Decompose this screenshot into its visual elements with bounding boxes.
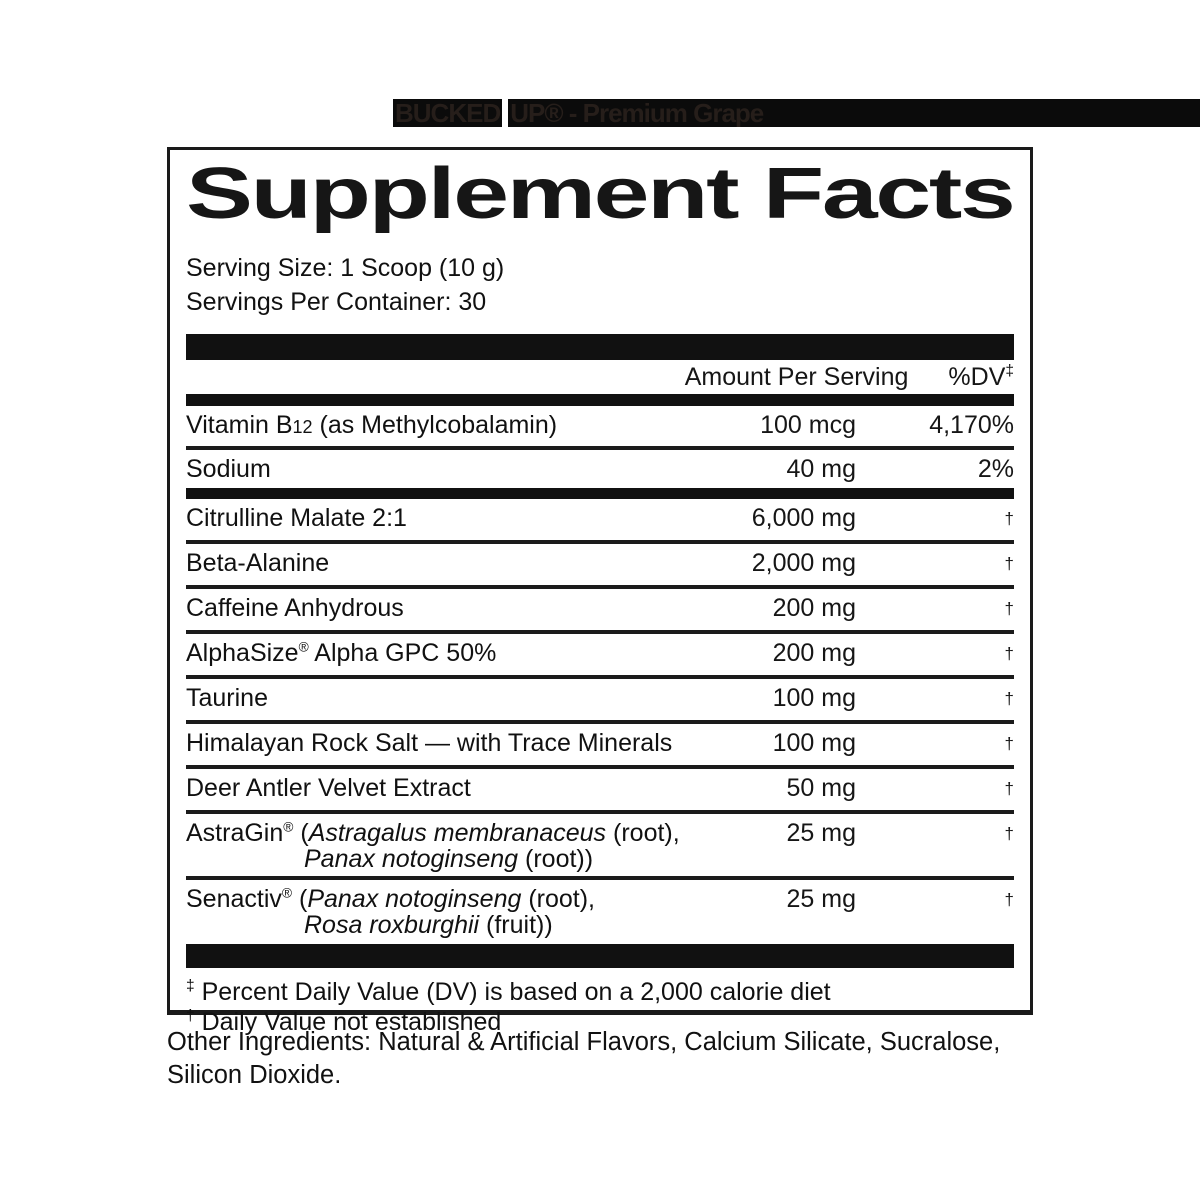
ingredient-name: AstraGin® (Astragalus membranaceus (root…: [186, 820, 736, 872]
row-divider: [186, 810, 1014, 814]
dagger-symbol: †: [1004, 689, 1014, 708]
ingredient-name: Himalayan Rock Salt — with Trace Mineral…: [186, 729, 673, 757]
section-bar-mid: [186, 488, 1014, 499]
dagger-symbol: †: [1004, 890, 1014, 909]
dv-value: †: [856, 775, 1014, 804]
row-divider: [186, 540, 1014, 544]
dagger-symbol: †: [1004, 599, 1014, 618]
amount-value: 6,000 mg: [751, 504, 856, 532]
ingredient-row-alpha-gpc: AlphaSize® Alpha GPC 50% 200 mg †: [186, 634, 1014, 675]
dv-value: †: [856, 595, 1014, 624]
amount-value: 25 mg: [786, 885, 856, 913]
dagger-symbol: †: [1004, 509, 1014, 528]
ingredient-row-taurine: Taurine 100 mg †: [186, 679, 1014, 720]
ingredient-row-astragin: AstraGin® (Astragalus membranaceus (root…: [186, 814, 1014, 876]
dv-value: †: [856, 640, 1014, 669]
dagger-symbol: †: [1004, 779, 1014, 798]
dv-value: 2%: [977, 455, 1014, 483]
amount-value: 50 mg: [786, 774, 856, 802]
footnote-not-established: † Daily Value not established: [186, 1007, 502, 1036]
dagger-symbol: †: [1004, 644, 1014, 663]
footnote-daily-value: ‡ Percent Daily Value (DV) is based on a…: [186, 977, 831, 1006]
dv-value: 4,170%: [929, 411, 1014, 439]
ingredient-row-himalayan-rock-salt: Himalayan Rock Salt — with Trace Mineral…: [186, 724, 1014, 765]
supplement-facts-panel: Supplement Facts Serving Size: 1 Scoop (…: [167, 147, 1033, 1036]
section-bar-under-header: [186, 394, 1014, 406]
ingredient-name: AlphaSize® Alpha GPC 50%: [186, 639, 497, 667]
ingredient-name: Sodium: [186, 455, 271, 483]
dagger-symbol: †: [1004, 824, 1014, 843]
column-header-dv: %DV‡: [948, 362, 1014, 391]
ingredient-name: Deer Antler Velvet Extract: [186, 774, 471, 802]
amount-value: 100 mcg: [760, 411, 856, 439]
ingredient-row-sodium: Sodium 40 mg 2%: [186, 450, 1014, 488]
ingredient-name: Beta-Alanine: [186, 549, 330, 577]
ingredient-name: Taurine: [186, 684, 268, 712]
ingredient-name: Caffeine Anhydrous: [186, 594, 404, 622]
section-bar-top: [186, 334, 1014, 360]
ingredient-row-vitamin-b12: Vitamin B12 (as Methylcobalamin) 100 mcg…: [186, 406, 1014, 446]
brand-bar-text-segment2: UP® - Premium Grape: [508, 99, 1200, 127]
registered-trademark-symbol: ®: [281, 885, 293, 901]
dagger-symbol: †: [1004, 554, 1014, 573]
row-divider: [186, 720, 1014, 724]
amount-value: 25 mg: [786, 819, 856, 847]
serving-size-line: Serving Size: 1 Scoop (10 g): [186, 254, 505, 282]
registered-trademark-symbol: ®: [283, 819, 294, 835]
row-divider: [186, 585, 1014, 589]
ingredient-name-line2: Panax notoginseng (root)): [304, 845, 594, 873]
row-divider: [186, 765, 1014, 769]
ingredient-name: Vitamin B12 (as Methylcobalamin): [186, 411, 558, 439]
dv-value: †: [856, 505, 1014, 534]
dv-value: †: [856, 685, 1014, 714]
row-divider: [186, 876, 1014, 880]
other-ingredients-text: Other Ingredients: Natural & Artificial …: [167, 1028, 1001, 1089]
ingredient-row-senactiv: Senactiv® (Panax notoginseng (root), Rosa…: [186, 880, 1014, 942]
column-header-amount: Amount Per Serving: [684, 363, 909, 391]
b12-subscript: 12: [292, 417, 313, 437]
dv-value: †: [856, 730, 1014, 759]
brand-bar: BUCKED UP® - Premium Grape: [393, 99, 1200, 127]
dv-value: †: [856, 820, 1014, 849]
footnotes: ‡ Percent Daily Value (DV) is based on a…: [186, 977, 1014, 1037]
panel-title: Supplement Facts: [186, 152, 1016, 234]
double-dagger-symbol: ‡: [186, 977, 195, 995]
dv-value: †: [856, 886, 1014, 915]
double-dagger-symbol: ‡: [1005, 362, 1014, 380]
amount-value: 40 mg: [786, 455, 856, 483]
ingredient-row-beta-alanine: Beta-Alanine 2,000 mg †: [186, 544, 1014, 585]
servings-per-container-line: Servings Per Container: 30: [186, 288, 487, 316]
brand-bar-word-gap: [502, 99, 509, 127]
amount-value: 2,000 mg: [751, 549, 856, 577]
dagger-symbol: †: [186, 1007, 195, 1025]
column-header-row: Amount Per Serving %DV‡: [186, 360, 1014, 394]
amount-value: 100 mg: [772, 729, 856, 757]
ingredient-row-caffeine-anhydrous: Caffeine Anhydrous 200 mg †: [186, 589, 1014, 630]
row-divider: [186, 675, 1014, 679]
dv-value: †: [856, 550, 1014, 579]
brand-bar-text-segment1: BUCKED: [393, 99, 503, 127]
ingredient-name-line2: Rosa roxburghii (fruit)): [304, 911, 553, 939]
row-divider: [186, 630, 1014, 634]
ingredient-row-deer-antler-velvet: Deer Antler Velvet Extract 50 mg †: [186, 769, 1014, 810]
amount-value: 200 mg: [772, 594, 856, 622]
amount-value: 200 mg: [772, 639, 856, 667]
ingredient-row-citrulline-malate: Citrulline Malate 2:1 6,000 mg †: [186, 499, 1014, 540]
row-divider: [186, 446, 1014, 450]
registered-trademark-symbol: ®: [298, 639, 309, 655]
ingredient-name: Senactiv® (Panax notoginseng (root), Rosa…: [186, 886, 736, 938]
dagger-symbol: †: [1004, 734, 1014, 753]
section-bar-bottom: [186, 944, 1014, 968]
ingredient-name: Citrulline Malate 2:1: [186, 504, 407, 532]
amount-value: 100 mg: [772, 684, 856, 712]
